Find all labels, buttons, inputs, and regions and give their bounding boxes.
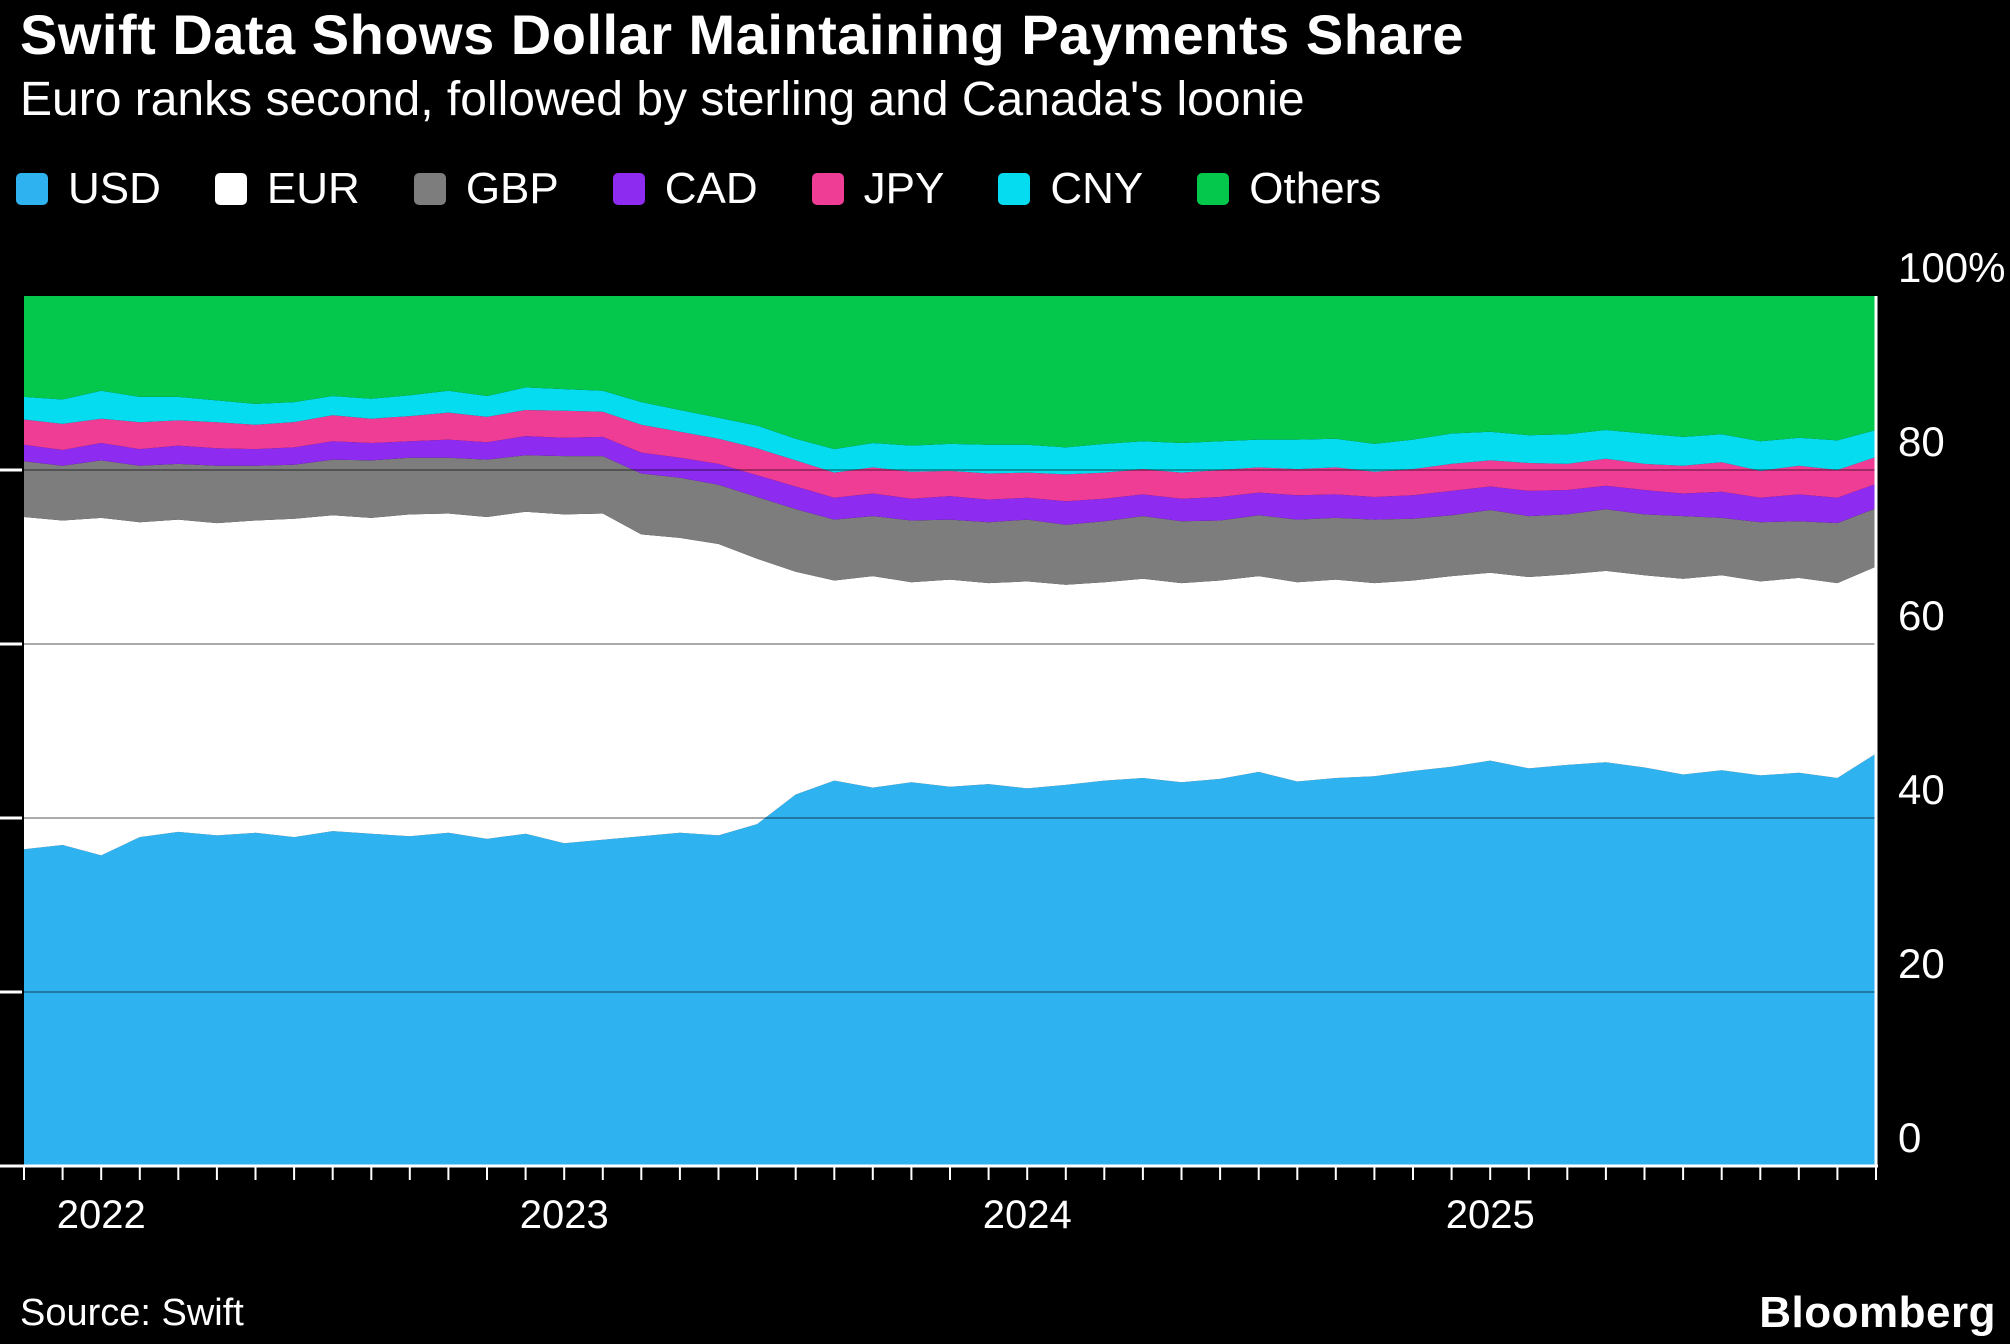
legend-item-usd: USD: [16, 164, 161, 214]
chart-subtitle: Euro ranks second, followed by sterling …: [20, 73, 1305, 126]
legend-swatch-gbp: [413, 173, 446, 205]
legend-label-usd: USD: [68, 164, 161, 213]
y-tick-label-20: 20: [1898, 940, 1945, 987]
legend-swatch-usd: [16, 173, 48, 205]
y-tick-label-40: 40: [1898, 766, 1945, 813]
chart-title: Swift Data Shows Dollar Maintaining Paym…: [20, 3, 1464, 66]
area-usd: [24, 753, 1876, 1166]
legend-label-jpy: JPY: [863, 164, 945, 213]
area-others: [24, 296, 1876, 450]
legend-item-gbp: GBP: [413, 164, 559, 214]
legend-swatch-cny: [998, 173, 1031, 205]
x-tick-label-2023: 2023: [520, 1193, 609, 1237]
legend-label-gbp: GBP: [465, 164, 559, 213]
source-note: Source: Swift: [20, 1292, 244, 1334]
x-tick-label-2022: 2022: [57, 1193, 146, 1237]
legend-item-others: Others: [1197, 164, 1381, 214]
legend-item-cad: CAD: [612, 164, 758, 214]
bloomberg-logo: Bloomberg: [1759, 1288, 1996, 1337]
y-tick-label-100: 100%: [1898, 244, 2005, 291]
area-cad: [24, 436, 1876, 525]
area-cny: [24, 387, 1876, 475]
area-jpy: [24, 410, 1876, 502]
y-tick-label-80: 80: [1898, 418, 1945, 465]
legend-label-cad: CAD: [664, 164, 758, 213]
x-tick-label-2025: 2025: [1446, 1193, 1535, 1237]
y-tick-label-60: 60: [1898, 592, 1945, 639]
legend: USD EUR GBP CAD JPY CNY Others: [16, 164, 1381, 214]
legend-item-eur: EUR: [214, 164, 360, 214]
y-tick-label-0: 0: [1898, 1114, 1921, 1161]
legend-swatch-cad: [612, 173, 645, 205]
legend-swatch-jpy: [811, 173, 844, 205]
legend-label-cny: CNY: [1050, 164, 1144, 213]
legend-swatch-eur: [214, 173, 247, 205]
x-tick-label-2024: 2024: [983, 1193, 1072, 1237]
legend-item-cny: CNY: [998, 164, 1143, 214]
area-gbp: [24, 455, 1876, 585]
legend-label-others: Others: [1249, 164, 1382, 213]
legend-swatch-others: [1197, 173, 1230, 205]
legend-label-eur: EUR: [266, 164, 360, 213]
legend-item-jpy: JPY: [811, 164, 945, 214]
area-eur: [24, 511, 1876, 856]
